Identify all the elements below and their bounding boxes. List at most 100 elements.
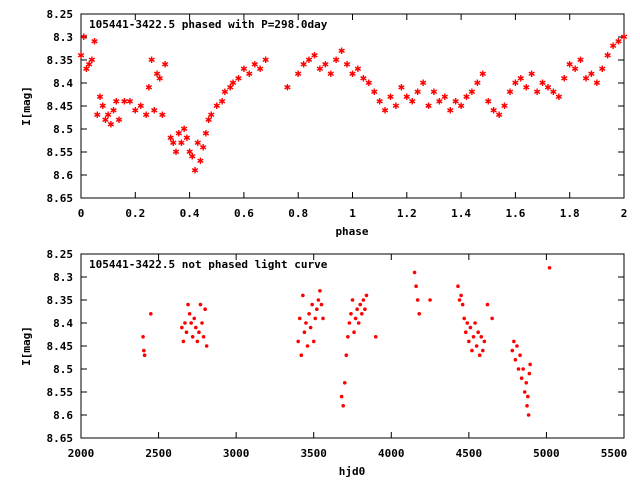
data-point: ✱ — [132, 107, 140, 117]
unphased-y-tick-label: 8.6 — [53, 409, 73, 422]
data-point — [316, 298, 321, 302]
phased-x-tick-label: 0.2 — [125, 207, 145, 220]
unphased-y-tick-label: 8.5 — [53, 363, 73, 376]
unphased-x-tick-label: 4000 — [378, 447, 405, 460]
data-point: ✱ — [194, 139, 202, 149]
data-point: ✱ — [262, 56, 270, 66]
data-point — [526, 394, 530, 399]
data-point — [516, 367, 521, 371]
unphased-y-tick-label: 8.65 — [47, 432, 74, 445]
data-point — [527, 371, 532, 376]
data-point: ✱ — [392, 102, 400, 112]
data-point — [463, 330, 468, 335]
data-point — [361, 298, 366, 302]
data-point: ✱ — [365, 79, 373, 89]
data-point: ✱ — [191, 166, 199, 176]
data-point: ✱ — [338, 47, 346, 57]
data-point: ✱ — [354, 65, 362, 75]
data-point: ✱ — [300, 61, 308, 71]
data-point: ✱ — [175, 130, 183, 140]
data-point — [350, 298, 355, 302]
data-point — [465, 321, 470, 325]
data-point: ✱ — [240, 65, 248, 75]
data-point — [195, 339, 200, 344]
data-point: ✱ — [199, 143, 207, 153]
data-point: ✱ — [96, 93, 104, 103]
data-point — [315, 307, 319, 312]
data-point — [301, 293, 305, 298]
data-point: ✱ — [533, 88, 541, 98]
data-point: ✱ — [305, 56, 313, 66]
data-point: ✱ — [414, 88, 422, 98]
data-point: ✱ — [284, 84, 292, 94]
data-point: ✱ — [495, 111, 503, 121]
phased-x-tick-label: 0.6 — [234, 207, 254, 220]
data-point — [512, 339, 516, 344]
data-point: ✱ — [490, 107, 498, 117]
unphased-y-tick-label: 8.25 — [47, 248, 74, 261]
data-point: ✱ — [167, 134, 175, 144]
data-point: ✱ — [550, 88, 558, 98]
data-point — [414, 284, 418, 289]
data-point: ✱ — [441, 93, 449, 103]
phased-y-tick-label: 8.5 — [53, 123, 73, 136]
data-point: ✱ — [577, 56, 585, 66]
data-point: ✱ — [186, 148, 194, 158]
data-point — [311, 339, 316, 344]
phased-x-tick-label: 0.4 — [180, 207, 200, 220]
data-point: ✱ — [571, 65, 579, 75]
phased-x-tick-label: 1.2 — [397, 207, 417, 220]
phased-y-tick-label: 8.55 — [47, 146, 74, 159]
data-point — [318, 289, 322, 293]
data-point — [198, 302, 203, 307]
unphased-x-tick-label: 5500 — [601, 447, 628, 460]
data-point: ✱ — [370, 88, 378, 98]
data-point — [141, 335, 145, 339]
data-point: ✱ — [256, 65, 264, 75]
data-point — [307, 312, 311, 316]
phased-y-ticks: 8.25 8.3 8.35 8.4 8.45 8.5 8.55 8.6 8.65 — [47, 8, 74, 205]
data-point: ✱ — [381, 107, 389, 117]
phased-x-tick-label: 1.4 — [451, 207, 471, 220]
data-point: ✱ — [102, 116, 110, 126]
data-point: ✱ — [566, 61, 574, 71]
data-point — [513, 358, 518, 362]
data-point — [412, 270, 417, 275]
data-point: ✱ — [446, 107, 454, 117]
data-point: ✱ — [80, 33, 88, 43]
data-point — [305, 344, 310, 348]
data-point — [190, 335, 195, 339]
data-point — [192, 316, 197, 321]
unphased-x-tick-label: 2000 — [68, 447, 95, 460]
data-point — [456, 284, 460, 289]
data-point — [518, 353, 522, 358]
phased-x-tick-label: 0.8 — [288, 207, 308, 220]
data-point — [515, 344, 519, 348]
data-point — [183, 321, 187, 325]
data-point — [201, 335, 206, 339]
data-point: ✱ — [512, 79, 520, 89]
data-point — [353, 316, 358, 321]
unphased-y-tick-label: 8.4 — [53, 317, 73, 330]
data-point — [304, 321, 308, 325]
unphased-x-axis-label: hjd0 — [339, 465, 366, 478]
data-point: ✱ — [327, 70, 335, 80]
data-point — [528, 362, 532, 367]
data-point: ✱ — [311, 51, 319, 61]
data-point — [189, 321, 193, 325]
data-point — [180, 325, 184, 330]
data-point — [197, 330, 201, 335]
data-point: ✱ — [376, 97, 384, 107]
phased-x-tick-label: 0 — [78, 207, 85, 220]
phased-x-tick-label: 1.6 — [505, 207, 525, 220]
data-point: ✱ — [151, 107, 159, 117]
data-point: ✱ — [582, 74, 590, 84]
unphased-data-points — [141, 266, 552, 417]
data-point: ✱ — [197, 157, 205, 167]
unphased-y-tick-label: 8.3 — [53, 271, 73, 284]
phased-panel-title: 105441-3422.5 phased with P=298.0day — [89, 18, 328, 31]
data-point — [310, 302, 314, 307]
data-point — [308, 325, 313, 330]
data-point — [476, 330, 480, 335]
